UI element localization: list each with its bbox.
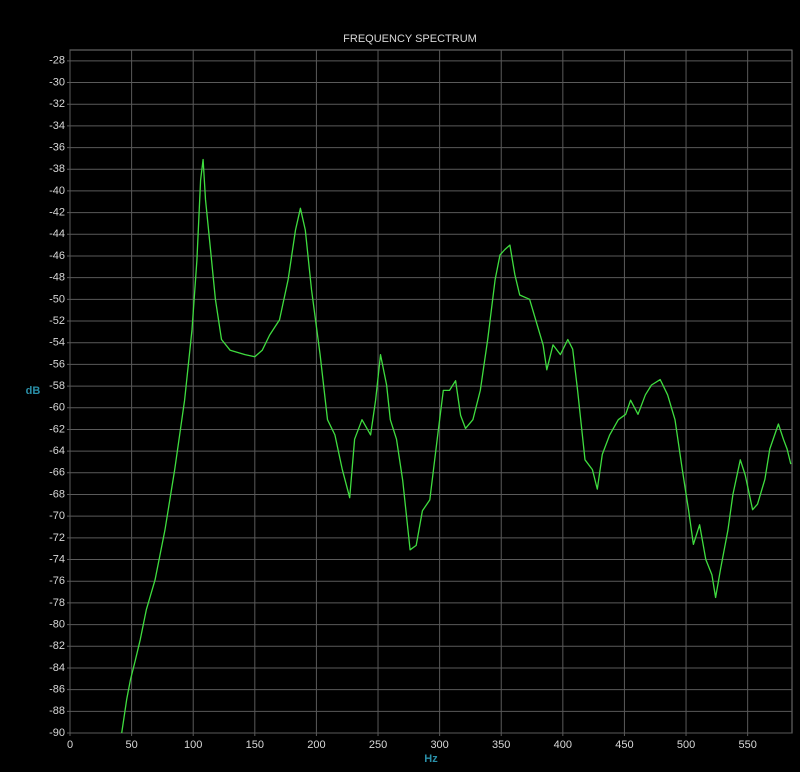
y-tick-label: -66: [49, 467, 65, 479]
spectrum-line: [121, 158, 792, 734]
y-tick-label: -82: [49, 640, 65, 652]
y-tick-label: -78: [49, 597, 65, 609]
y-tick-label: -58: [49, 380, 65, 392]
x-tick-label: 400: [554, 739, 572, 751]
y-tick-label: -70: [49, 510, 65, 522]
x-tick-label: 200: [307, 739, 325, 751]
y-tick-label: -46: [49, 250, 65, 262]
y-tick-label: -56: [49, 358, 65, 370]
x-axis-label: Hz: [424, 753, 438, 765]
y-tick-label: -40: [49, 185, 65, 197]
y-tick-label: -64: [49, 445, 65, 457]
y-tick-label: -38: [49, 163, 65, 175]
y-tick-label: -28: [49, 55, 65, 67]
y-tick-label: -76: [49, 575, 65, 587]
y-tick-label: -32: [49, 98, 65, 110]
x-tick-label: 250: [369, 739, 387, 751]
y-tick-label: -74: [49, 553, 65, 565]
y-tick-label: -88: [49, 705, 65, 717]
y-tick-label: -36: [49, 141, 65, 153]
y-tick-label: -48: [49, 272, 65, 284]
y-tick-label: -62: [49, 423, 65, 435]
x-tick-label: 550: [738, 739, 756, 751]
y-tick-label: -80: [49, 618, 65, 630]
y-tick-label: -68: [49, 488, 65, 500]
y-tick-label: -84: [49, 662, 65, 674]
x-tick-label: 100: [184, 739, 202, 751]
y-tick-label: -90: [49, 727, 65, 739]
y-tick-label: -86: [49, 684, 65, 696]
y-tick-label: -30: [49, 76, 65, 88]
y-tick-label: -50: [49, 293, 65, 305]
x-tick-label: 50: [125, 739, 137, 751]
y-tick-label: -54: [49, 337, 65, 349]
y-tick-label: -44: [49, 228, 65, 240]
x-tick-label: 350: [492, 739, 510, 751]
x-tick-label: 450: [615, 739, 633, 751]
x-tick-label: 300: [430, 739, 448, 751]
y-tick-label: -52: [49, 315, 65, 327]
y-tick-label: -34: [49, 120, 65, 132]
y-tick-label: -42: [49, 207, 65, 219]
y-tick-label: -60: [49, 402, 65, 414]
y-tick-label: -72: [49, 532, 65, 544]
chart-title: FREQUENCY SPECTRUM: [343, 33, 477, 45]
y-axis-label: dB: [26, 385, 41, 397]
x-tick-label: 150: [246, 739, 264, 751]
x-tick-label: 500: [677, 739, 695, 751]
x-tick-label: 0: [67, 739, 73, 751]
